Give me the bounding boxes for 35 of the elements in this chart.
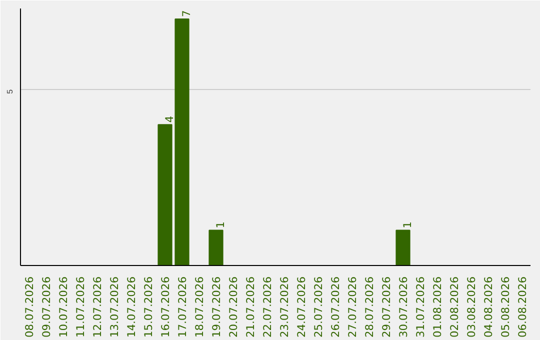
x-tick-label: 18.07.2026 (193, 276, 206, 338)
x-tick-label: 28.07.2026 (363, 276, 376, 338)
x-tick-label: 06.08.2026 (516, 276, 529, 338)
x-tick-label: 23.07.2026 (278, 276, 291, 338)
x-tick-label: 17.07.2026 (176, 276, 189, 338)
x-tick-label: 09.07.2026 (40, 276, 53, 338)
x-tick-label: 26.07.2026 (329, 276, 342, 338)
x-tick-label: 11.07.2026 (74, 276, 87, 338)
x-tick-label: 20.07.2026 (227, 276, 240, 338)
x-tick-label: 31.07.2026 (414, 276, 427, 338)
x-tick-label: 15.07.2026 (142, 276, 155, 338)
x-tick-label: 27.07.2026 (346, 276, 359, 338)
x-tick-label: 19.07.2026 (210, 276, 223, 338)
data-label: 4 (163, 116, 176, 123)
x-tick-label: 04.08.2026 (482, 276, 495, 338)
x-tick-label: 05.08.2026 (499, 276, 512, 338)
x-tick-label: 02.08.2026 (448, 276, 461, 338)
x-tick-label: 24.07.2026 (295, 276, 308, 338)
x-tick-label: 21.07.2026 (244, 276, 257, 338)
data-label: 7 (180, 10, 193, 18)
x-tick-label: 10.07.2026 (57, 276, 70, 338)
x-tick-label: 12.07.2026 (91, 276, 104, 338)
x-tick-label: 03.08.2026 (465, 276, 478, 338)
x-tick-label: 01.08.2026 (431, 276, 444, 338)
x-tick-label: 25.07.2026 (312, 276, 325, 338)
data-label: 1 (214, 222, 227, 228)
x-tick-label: 14.07.2026 (125, 276, 138, 338)
x-tick-label: 08.07.2026 (23, 276, 36, 338)
x-tick-label: 13.07.2026 (108, 276, 121, 338)
x-tick-label: 30.07.2026 (397, 276, 410, 338)
x-tick-label: 29.07.2026 (380, 276, 393, 338)
x-tick-label: 16.07.2026 (159, 276, 172, 338)
x-tick-label: 22.07.2026 (261, 276, 274, 338)
data-label: 1 (401, 222, 414, 228)
y-tick-label: 5 (6, 88, 14, 94)
